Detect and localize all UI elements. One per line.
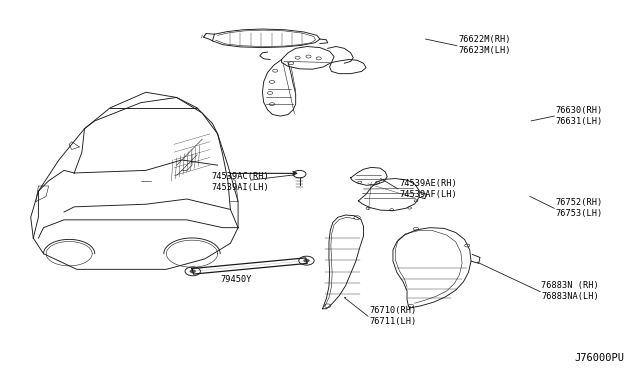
- Text: 76630(RH)
76631(LH): 76630(RH) 76631(LH): [556, 106, 603, 126]
- Text: 79450Y: 79450Y: [221, 275, 252, 284]
- Circle shape: [189, 269, 196, 273]
- Text: 74539AE(RH)
74539AF(LH): 74539AE(RH) 74539AF(LH): [399, 179, 457, 199]
- Text: 76883N (RH)
76883NA(LH): 76883N (RH) 76883NA(LH): [541, 281, 599, 301]
- Text: J76000PU: J76000PU: [574, 353, 624, 363]
- Text: 76710(RH)
76711(LH): 76710(RH) 76711(LH): [369, 306, 417, 326]
- Text: 76752(RH)
76753(LH): 76752(RH) 76753(LH): [556, 198, 603, 218]
- Text: 76622M(RH)
76623M(LH): 76622M(RH) 76623M(LH): [458, 35, 511, 55]
- Text: 74539AC(RH)
74539AI(LH): 74539AC(RH) 74539AI(LH): [211, 172, 269, 192]
- Circle shape: [303, 259, 310, 263]
